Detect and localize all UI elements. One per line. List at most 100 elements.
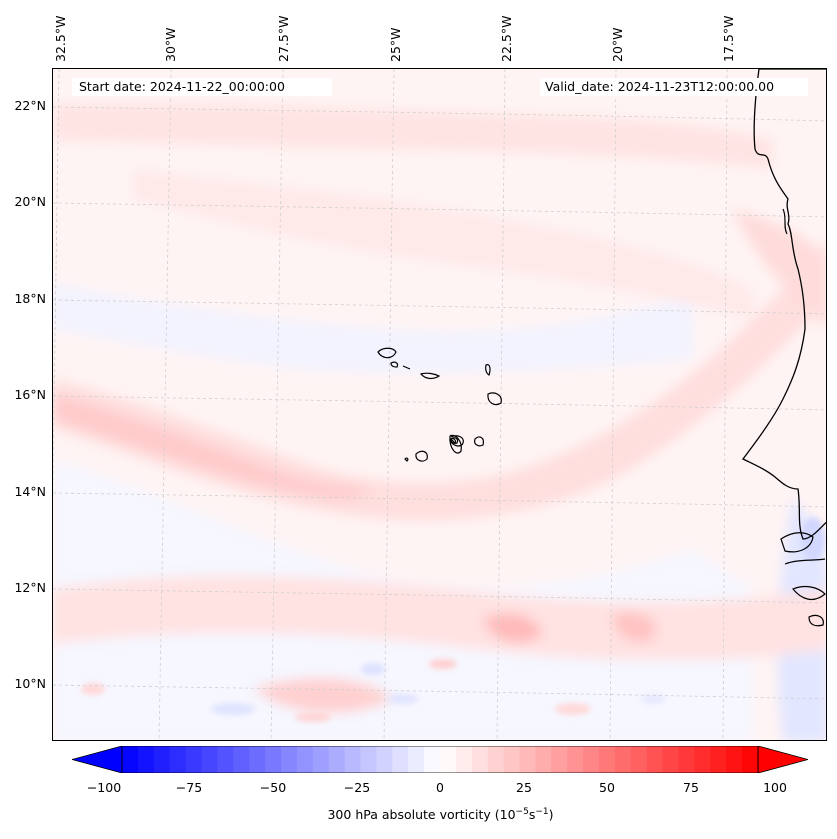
colorbar-bin (487, 746, 505, 773)
grid-line-lon (722, 69, 728, 740)
colorbar-label-end: ) (548, 807, 554, 823)
colorbar-bin (392, 746, 409, 773)
colorbar-bin (519, 746, 536, 773)
island-sao-nicolau (419, 372, 441, 380)
positive-vorticity-core (53, 394, 373, 499)
lon-label-27-5w: 27.5°W (276, 15, 291, 62)
positive-vorticity-cell (295, 712, 331, 722)
negative-vorticity-cell (361, 663, 385, 675)
coast-detail (782, 208, 788, 235)
colorbar-bin (694, 746, 711, 773)
colorbar-tick-minus-50: −50 (259, 780, 287, 795)
grid-line-lon (158, 69, 172, 740)
colorbar-bin (249, 746, 266, 773)
positive-vorticity-cell (429, 659, 457, 669)
colorbar-bin (535, 746, 552, 773)
colorbar-bin (312, 746, 330, 773)
lon-label-17-5w: 17.5°W (721, 15, 736, 62)
colorbar-bin (360, 746, 377, 773)
colorbar-bin (646, 746, 664, 773)
lat-label-10n: 10°N (14, 676, 46, 691)
colorbar-label-exp2: −1 (535, 807, 549, 817)
lat-label-14n: 14°N (14, 484, 46, 499)
colorbar-bin (328, 746, 346, 773)
positive-vorticity-band (53, 241, 826, 521)
colorbar-bin (662, 746, 679, 773)
grid-line-lat (53, 588, 826, 604)
island-maio (450, 437, 459, 444)
cape-verde-islands (377, 347, 502, 462)
colorbar-bin (599, 746, 616, 773)
lat-label-18n: 18°N (14, 291, 46, 306)
graticule (53, 69, 826, 740)
africa-coastline (742, 69, 826, 540)
positive-vorticity-core (613, 612, 656, 642)
lat-label-12n: 12°N (14, 580, 46, 595)
colorbar-tick-minus-100: −100 (86, 780, 122, 795)
colorbar-bin (742, 746, 759, 773)
coast-inlet (780, 532, 814, 553)
colorbar-bin (169, 746, 187, 773)
colorbar-bin (471, 746, 489, 773)
island-boa-vista (487, 392, 502, 406)
colorbar-tick-0: 0 (436, 780, 444, 795)
island-santo-antao (377, 347, 397, 359)
colorbar (72, 746, 808, 773)
colorbar-bin (551, 746, 568, 773)
grid-line-lat (53, 684, 826, 700)
colorbar-tick-minus-75: −75 (175, 780, 203, 795)
island-detail (450, 437, 457, 444)
positive-vorticity-core (253, 678, 393, 713)
colorbar-bin (614, 746, 632, 773)
island-brava (404, 457, 409, 462)
coast-segment (784, 558, 826, 565)
grid-line-lat (53, 202, 826, 218)
colorbar-tick-25: 25 (516, 780, 532, 795)
negative-vorticity-region (53, 284, 693, 374)
positive-vorticity-band (53, 102, 773, 169)
island-sal (485, 364, 491, 376)
grid-line-lon (496, 69, 506, 740)
grid-line-lat (53, 299, 826, 315)
colorbar-bin (265, 746, 282, 773)
colorbar-bin (424, 746, 441, 773)
lat-label-22n: 22°N (14, 98, 46, 113)
island-maio-outline (450, 435, 464, 444)
colorbar-bin (678, 746, 695, 773)
negative-vorticity-cell (641, 694, 665, 704)
negative-vorticity-cell (211, 703, 255, 715)
colorbar-label-exp1: −5 (515, 807, 529, 817)
colorbar-max-extend (757, 746, 808, 773)
colorbar-outline (121, 746, 759, 773)
lon-label-32-5w: 32.5°W (53, 15, 68, 62)
lon-label-30w: 30°W (163, 27, 178, 62)
colorbar-bin (344, 746, 361, 773)
island-fogo (415, 450, 428, 462)
grid-line-lat (53, 395, 826, 411)
colorbar-bin (455, 746, 473, 773)
lon-label-22-5w: 22.5°W (499, 15, 514, 62)
grid-line-lon (270, 69, 284, 740)
bijagos-island (792, 585, 826, 601)
colorbar-bin (122, 746, 139, 773)
island-detail (474, 436, 484, 447)
negative-vorticity-cell (387, 694, 419, 704)
start-date-label: Start date: 2024-11-22_00:00:00 (72, 78, 332, 96)
lat-label-16n: 16°N (14, 387, 46, 402)
colorbar-bin (440, 746, 457, 773)
grid-line-lat (53, 106, 826, 122)
colorbar-tick-50: 50 (599, 780, 615, 795)
map-panel[interactable] (52, 68, 827, 741)
island-santa-luzia (402, 365, 411, 370)
colorbar-bin (185, 746, 202, 773)
colorbar-bin (726, 746, 743, 773)
grid-line-lon (53, 69, 60, 500)
grid-line-lat (53, 492, 826, 508)
valid-date-label: Valid_date: 2024-11-23T12:00:00.00 (540, 78, 808, 96)
colorbar-bin (630, 746, 648, 773)
lon-label-20w: 20°W (610, 27, 625, 62)
colorbar-label-main: 300 hPa absolute vorticity (10 (327, 807, 516, 823)
vorticity-map (53, 69, 826, 740)
island-sao-vicente (390, 361, 399, 368)
colorbar-tick-75: 75 (683, 780, 699, 795)
